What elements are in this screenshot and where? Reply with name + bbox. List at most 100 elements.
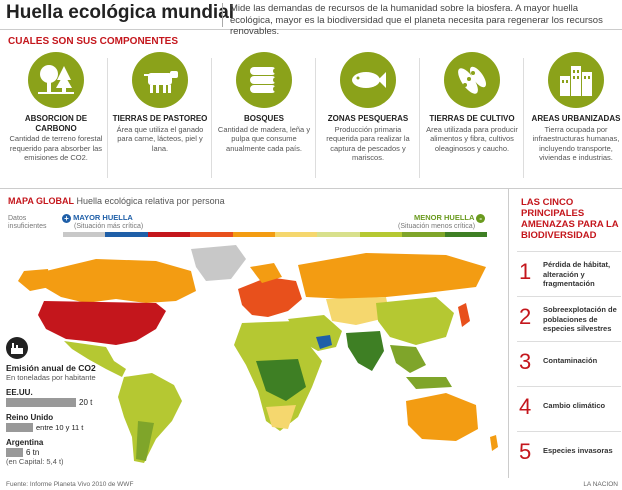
component-name: TIERRAS DE CULTIVO	[429, 114, 515, 123]
component-desc: Producción primaria requerida para reali…	[326, 124, 410, 163]
component-desc: Area utilizada para producir alimentos y…	[426, 124, 518, 153]
page-subtitle: Mide las demandas de recursos de la huma…	[230, 3, 603, 37]
world-map	[18, 245, 498, 463]
map-region-russia	[298, 253, 486, 299]
co2-block: Emisión anual de CO2 En toneladas por ha…	[6, 337, 110, 466]
map-region-mexico	[64, 341, 126, 377]
legend-swatch	[190, 232, 233, 237]
map-region-europe	[238, 277, 302, 317]
map-region-greenland	[191, 245, 246, 281]
threat-number: 3	[519, 349, 532, 374]
map-region-new-zealand	[490, 435, 498, 451]
map-subtitle: Huella ecológica relativa por persona	[76, 196, 225, 206]
map-region-china	[376, 297, 454, 345]
map-region-scandinavia	[250, 263, 282, 283]
legend-no-data: Datos insuficientes	[8, 215, 47, 230]
buildings-icon	[548, 52, 604, 108]
legend-swatch	[147, 232, 191, 237]
brand-credit: LA NACION	[583, 481, 618, 488]
co2-value: 20 t	[79, 398, 93, 407]
co2-bar	[6, 398, 76, 407]
threat-item: 2 Sobreexplotación de poblaciones de esp…	[517, 296, 621, 338]
legend-swatch	[63, 232, 106, 237]
map-region-australia	[406, 393, 478, 441]
factory-icon	[6, 337, 28, 359]
legend-color-bar	[63, 232, 488, 237]
legend-swatch	[232, 232, 276, 237]
peas-icon	[444, 52, 500, 108]
map-region-argentina	[136, 421, 154, 461]
minus-icon: -	[476, 213, 486, 223]
component-desc: Tierra ocupada por infraestructuras huma…	[532, 124, 620, 163]
legend-swatch	[359, 232, 403, 237]
components-row: ABSORCION DE CARBONO Cantidad de terreno…	[0, 52, 622, 187]
component-desc: Cantidad de madera, leña y pulpa que con…	[217, 124, 311, 153]
legend-low-label: MENOR HUELLA	[414, 213, 475, 222]
factory-trees-icon	[28, 52, 84, 108]
threat-text: Contaminación	[543, 356, 598, 365]
component-name: AREAS URBANIZADAS	[531, 114, 621, 123]
component-carbon: ABSORCION DE CARBONO Cantidad de terreno…	[6, 52, 106, 163]
component-fishing: ZONAS PESQUERAS Producción primaria requ…	[318, 52, 418, 163]
component-name: ZONAS PESQUERAS	[327, 114, 409, 123]
co2-country: Argentina	[6, 438, 44, 447]
co2-note: (en Capital: 5,4 t)	[6, 457, 64, 466]
legend-low: MENOR HUELLA -	[414, 213, 486, 223]
co2-country: Reino Unido	[6, 413, 54, 422]
map-region-india	[346, 331, 384, 371]
map-panel: MAPA GLOBAL Huella ecológica relativa po…	[0, 188, 508, 478]
threat-text: Especies invasoras	[543, 446, 613, 455]
threat-number: 4	[519, 394, 532, 419]
legend-high-label: MAYOR HUELLA	[73, 213, 133, 222]
separator	[419, 58, 420, 178]
co2-bar	[6, 448, 23, 457]
legend-swatch	[275, 232, 318, 237]
component-crops: TIERRAS DE CULTIVO Area utilizada para p…	[422, 52, 522, 153]
map-region-south-america	[118, 373, 182, 463]
threat-number: 5	[519, 439, 532, 464]
component-desc: Cantidad de terreno forestal requerido p…	[9, 134, 103, 162]
co2-row: 20 t	[6, 398, 110, 407]
separator	[107, 58, 108, 178]
component-name: ABSORCION DE CARBONO	[24, 114, 88, 133]
map-region-usa	[38, 301, 166, 345]
threat-item: 5 Especies invasoras	[517, 431, 621, 473]
cow-icon	[132, 52, 188, 108]
separator	[211, 58, 212, 178]
separator	[523, 58, 524, 178]
component-desc: Área que utiliza el ganado para carne, l…	[116, 124, 204, 153]
fish-icon	[340, 52, 396, 108]
legend-low-note: (Situación menos crítica)	[398, 223, 476, 230]
component-forests: BOSQUES Cantidad de madera, leña y pulpa…	[214, 52, 314, 153]
component-name: BOSQUES	[243, 114, 284, 123]
threat-text: Cambio climático	[543, 401, 606, 410]
map-region-se-asia	[390, 345, 426, 373]
map-region-alaska	[18, 269, 50, 291]
legend-high: + MAYOR HUELLA	[62, 213, 133, 223]
co2-title: Emisión anual de CO2	[6, 363, 96, 373]
threat-item: 4 Cambio climático	[517, 386, 621, 428]
component-urban: AREAS URBANIZADAS Tierra ocupada por inf…	[526, 52, 622, 163]
co2-value: entre 10 y 11 t	[36, 423, 84, 432]
co2-subtitle: En toneladas por habitante	[6, 373, 96, 382]
plus-icon: +	[62, 213, 71, 223]
legend-swatch	[444, 232, 488, 237]
co2-value: 6 tn	[26, 448, 40, 457]
map-title: MAPA GLOBAL Huella ecológica relativa po…	[8, 196, 225, 206]
map-title-main: MAPA GLOBAL	[8, 196, 74, 206]
component-name: TIERRAS DE PASTOREO	[112, 114, 208, 123]
map-region-central-asia	[326, 297, 390, 325]
component-pasture: TIERRAS DE PASTOREO Área que utiliza el …	[110, 52, 210, 153]
threat-text: Pérdida de hábitat, alteración y fragmen…	[543, 260, 611, 288]
legend-swatch	[402, 232, 445, 237]
co2-country: EE.UU.	[6, 388, 33, 397]
page-title: Huella ecológica mundial	[6, 2, 235, 23]
map-region-indonesia	[406, 377, 452, 389]
legend-high-note: (Situación más crítica)	[74, 223, 144, 230]
map-region-central-africa	[256, 359, 306, 401]
co2-bar	[6, 423, 33, 432]
logs-icon	[236, 52, 292, 108]
map-region-canada	[44, 259, 196, 303]
map-region-gulf	[316, 335, 332, 349]
map-region-south-africa	[266, 405, 296, 429]
